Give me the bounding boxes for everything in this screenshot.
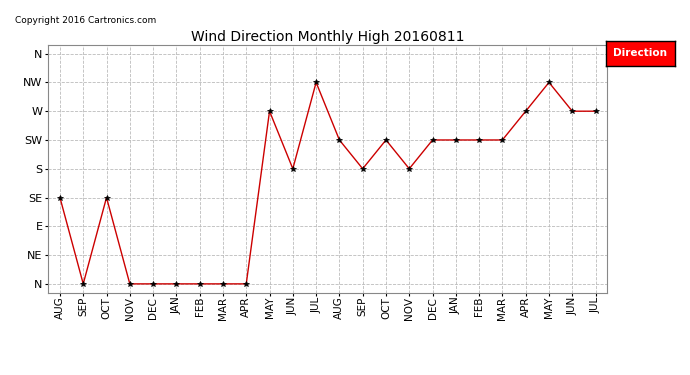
Title: Wind Direction Monthly High 20160811: Wind Direction Monthly High 20160811 — [191, 30, 464, 44]
Text: Direction: Direction — [613, 48, 667, 58]
Text: Copyright 2016 Cartronics.com: Copyright 2016 Cartronics.com — [14, 16, 156, 25]
